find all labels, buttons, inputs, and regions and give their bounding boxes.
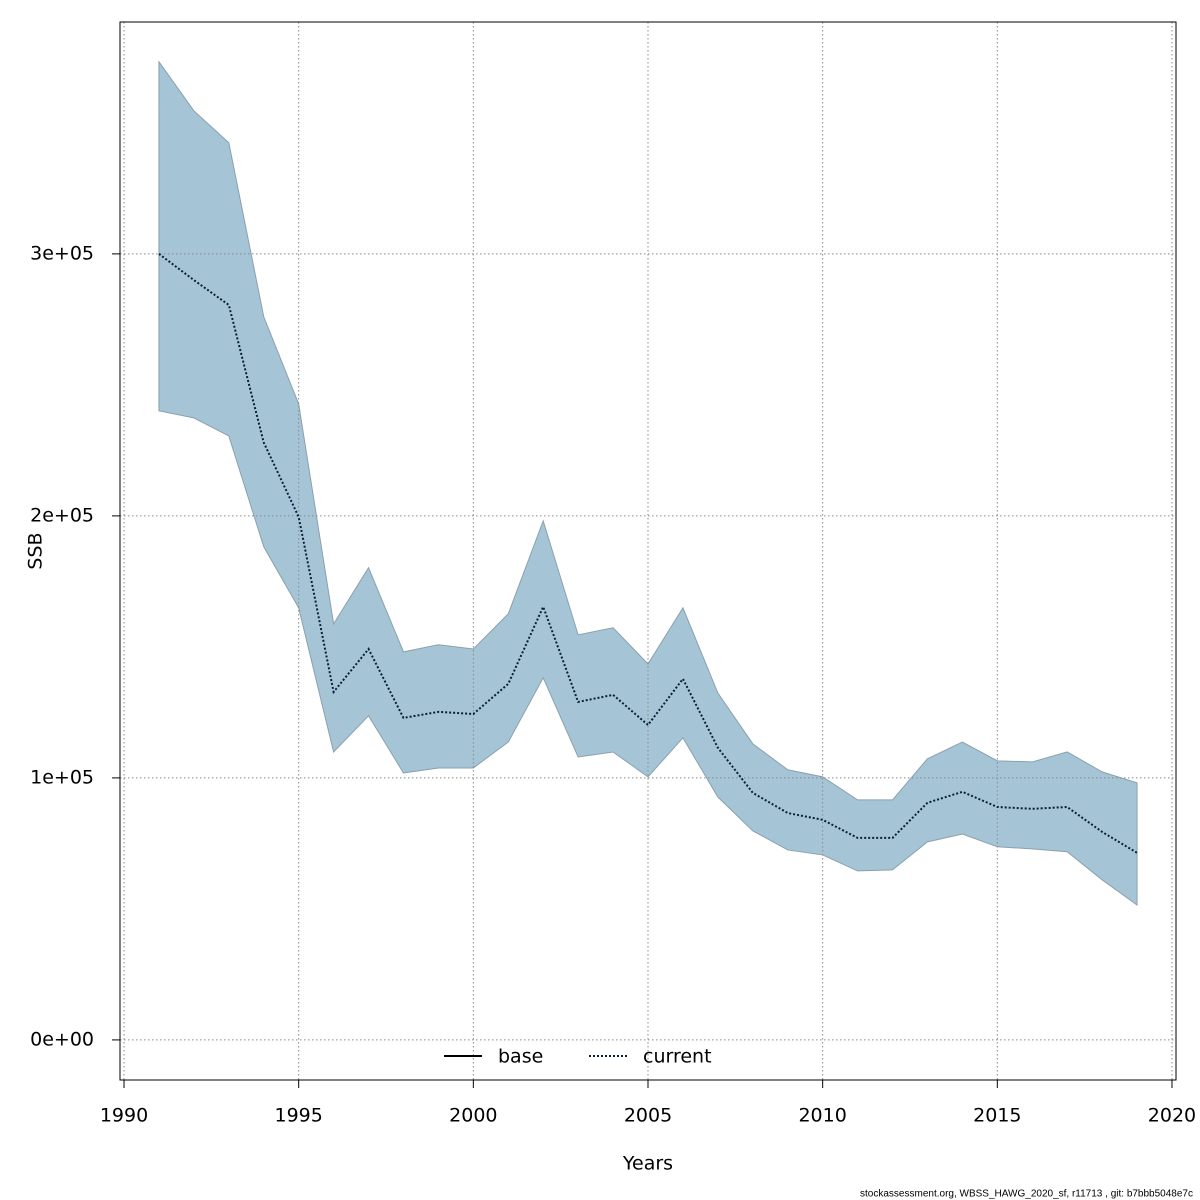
x-tick-label: 2010 xyxy=(798,1105,846,1127)
x-tick-label: 2015 xyxy=(973,1105,1021,1127)
legend-label: current xyxy=(643,1046,712,1068)
plot-box xyxy=(119,21,1177,1081)
x-tick-label: 1995 xyxy=(274,1105,322,1127)
footnote: stockassessment.org, WBSS_HAWG_2020_sf, … xyxy=(860,1189,1193,1200)
confidence-band xyxy=(158,60,1138,906)
x-axis-label: Years xyxy=(622,1153,673,1175)
x-tick-label: 2020 xyxy=(1148,1105,1196,1127)
y-tick-label: 3e+05 xyxy=(30,242,94,264)
legend-label: base xyxy=(498,1046,543,1068)
y-axis-label: SSB xyxy=(25,532,47,569)
y-tick-label: 2e+05 xyxy=(30,504,94,526)
y-tick-label: 1e+05 xyxy=(30,766,94,788)
x-tick-label: 1990 xyxy=(100,1105,148,1127)
x-tick-label: 2005 xyxy=(624,1105,672,1127)
x-tick-label: 2000 xyxy=(449,1105,497,1127)
series-line xyxy=(158,253,1138,854)
y-tick-label: 0e+00 xyxy=(30,1028,94,1050)
